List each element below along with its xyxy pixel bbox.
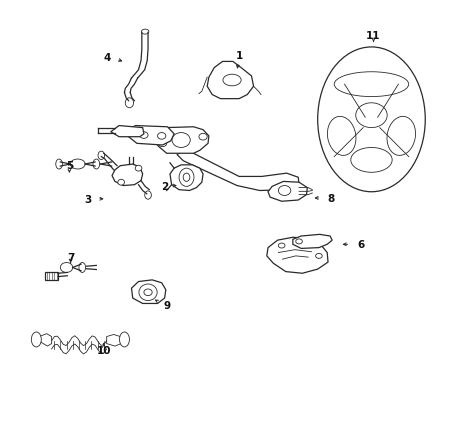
Polygon shape <box>293 235 332 249</box>
Text: 3: 3 <box>84 194 91 204</box>
Polygon shape <box>170 166 203 191</box>
Ellipse shape <box>70 160 85 169</box>
Polygon shape <box>107 335 121 346</box>
Polygon shape <box>131 280 166 304</box>
Text: 9: 9 <box>164 300 171 310</box>
Ellipse shape <box>93 160 100 169</box>
Text: 11: 11 <box>366 31 381 40</box>
Text: 4: 4 <box>103 53 111 63</box>
Text: 7: 7 <box>67 252 74 262</box>
Ellipse shape <box>334 73 409 97</box>
Ellipse shape <box>119 332 129 347</box>
Ellipse shape <box>328 117 356 156</box>
Ellipse shape <box>140 132 148 139</box>
Ellipse shape <box>296 240 302 244</box>
Ellipse shape <box>223 75 241 86</box>
Text: 10: 10 <box>97 345 111 355</box>
Ellipse shape <box>278 186 291 196</box>
Ellipse shape <box>135 166 142 172</box>
Ellipse shape <box>139 284 157 301</box>
Ellipse shape <box>318 48 425 192</box>
Ellipse shape <box>118 180 125 186</box>
Ellipse shape <box>179 169 194 187</box>
Polygon shape <box>207 62 254 99</box>
Ellipse shape <box>144 289 152 296</box>
Ellipse shape <box>157 133 166 140</box>
Text: 8: 8 <box>327 194 335 203</box>
Ellipse shape <box>141 30 149 35</box>
Polygon shape <box>267 238 328 273</box>
Polygon shape <box>112 165 143 186</box>
Ellipse shape <box>351 148 392 173</box>
Ellipse shape <box>98 152 105 160</box>
Ellipse shape <box>145 191 151 200</box>
Polygon shape <box>128 126 174 146</box>
Polygon shape <box>111 126 144 138</box>
Polygon shape <box>39 334 52 346</box>
Ellipse shape <box>158 141 167 147</box>
Ellipse shape <box>387 117 416 156</box>
Ellipse shape <box>316 254 322 259</box>
Ellipse shape <box>199 134 207 141</box>
Ellipse shape <box>56 160 63 169</box>
Polygon shape <box>45 273 58 280</box>
Ellipse shape <box>60 263 73 273</box>
Text: 5: 5 <box>66 160 73 170</box>
Ellipse shape <box>278 243 285 249</box>
Ellipse shape <box>183 174 190 182</box>
Text: 6: 6 <box>357 240 364 250</box>
Text: 1: 1 <box>236 51 243 61</box>
Ellipse shape <box>79 263 86 273</box>
Polygon shape <box>268 182 307 202</box>
Polygon shape <box>177 150 299 191</box>
Polygon shape <box>154 127 209 154</box>
Text: 2: 2 <box>162 181 169 191</box>
Ellipse shape <box>31 332 41 347</box>
Ellipse shape <box>125 98 134 108</box>
Ellipse shape <box>356 104 387 128</box>
Ellipse shape <box>172 133 190 148</box>
